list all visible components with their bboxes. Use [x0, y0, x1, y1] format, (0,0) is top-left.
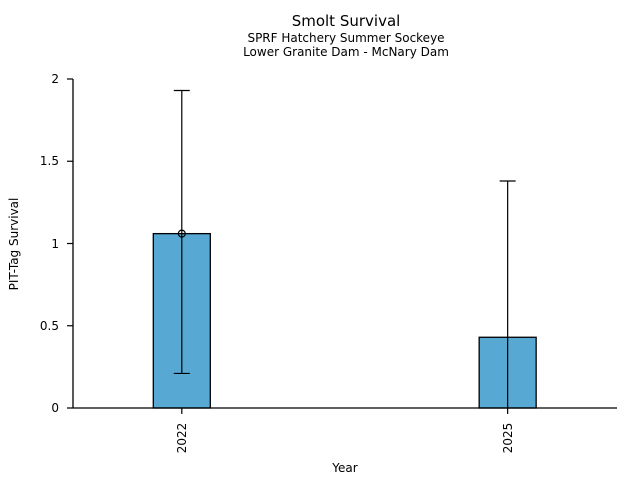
y-tick-label-1.5: 1.5: [39, 154, 59, 169]
y-tick-label-1: 1: [51, 236, 59, 251]
chart-subtitle-line2: Lower Granite Dam - McNary Dam: [243, 45, 449, 59]
point-marker-2022: [177, 229, 186, 238]
chart-subtitle-line1: SPRF Hatchery Summer Sockeye: [247, 31, 445, 45]
y-tick-label-2: 2: [51, 72, 59, 86]
y-tick-label-0: 0: [51, 401, 59, 415]
chart-title: Smolt Survival: [291, 12, 401, 30]
x-tick-label-2025: 2025: [500, 422, 515, 454]
x-tick-label-2022: 2022: [174, 422, 189, 454]
x-axis-label: Year: [332, 461, 358, 475]
y-tick-label-0.5: 0.5: [39, 318, 59, 333]
